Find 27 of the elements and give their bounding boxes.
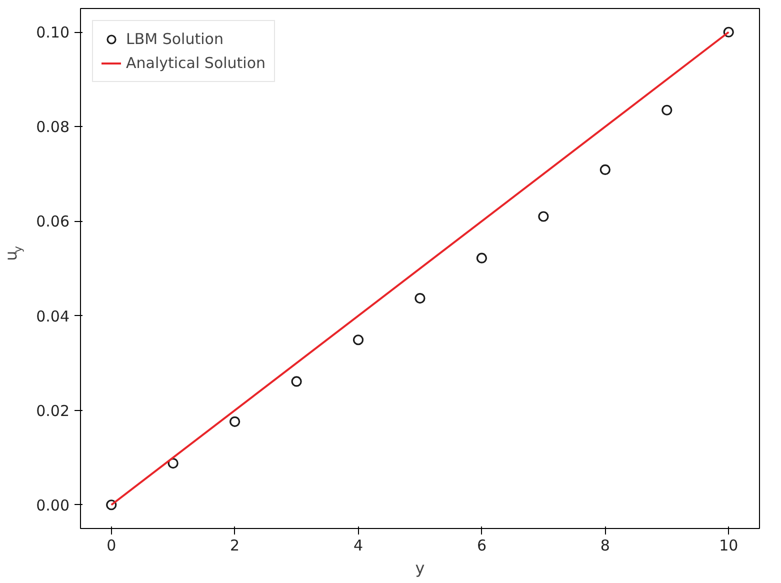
legend-label: LBM Solution [126, 30, 224, 48]
y-axis-title: uy [2, 245, 24, 261]
point [291, 376, 302, 387]
point [414, 292, 426, 304]
x-axis-title: y [415, 558, 425, 578]
y-tick-label: 0.08 [36, 118, 70, 136]
point [662, 104, 672, 116]
y-tick-label: 0.04 [36, 307, 70, 326]
point [106, 500, 117, 510]
point [723, 26, 734, 38]
legend-label: Analytical Solution [126, 54, 266, 72]
point [230, 416, 240, 427]
x-tick-label: 2 [230, 536, 240, 554]
point [600, 164, 610, 175]
y-tick-label: 0.00 [36, 496, 70, 514]
x-tick-label: 0 [106, 536, 116, 554]
x-tick-label: 6 [476, 536, 486, 554]
point [168, 458, 178, 469]
y-tick-label: 0.10 [36, 24, 70, 42]
y-tick-label: 0.02 [36, 402, 70, 420]
x-tick-label: 8 [600, 536, 610, 554]
x-tick-label: 4 [354, 536, 364, 554]
point [538, 211, 549, 222]
point [476, 252, 488, 264]
point [352, 334, 364, 346]
y-tick-label: 0.06 [36, 212, 70, 231]
x-tick-label: 10 [719, 536, 738, 554]
